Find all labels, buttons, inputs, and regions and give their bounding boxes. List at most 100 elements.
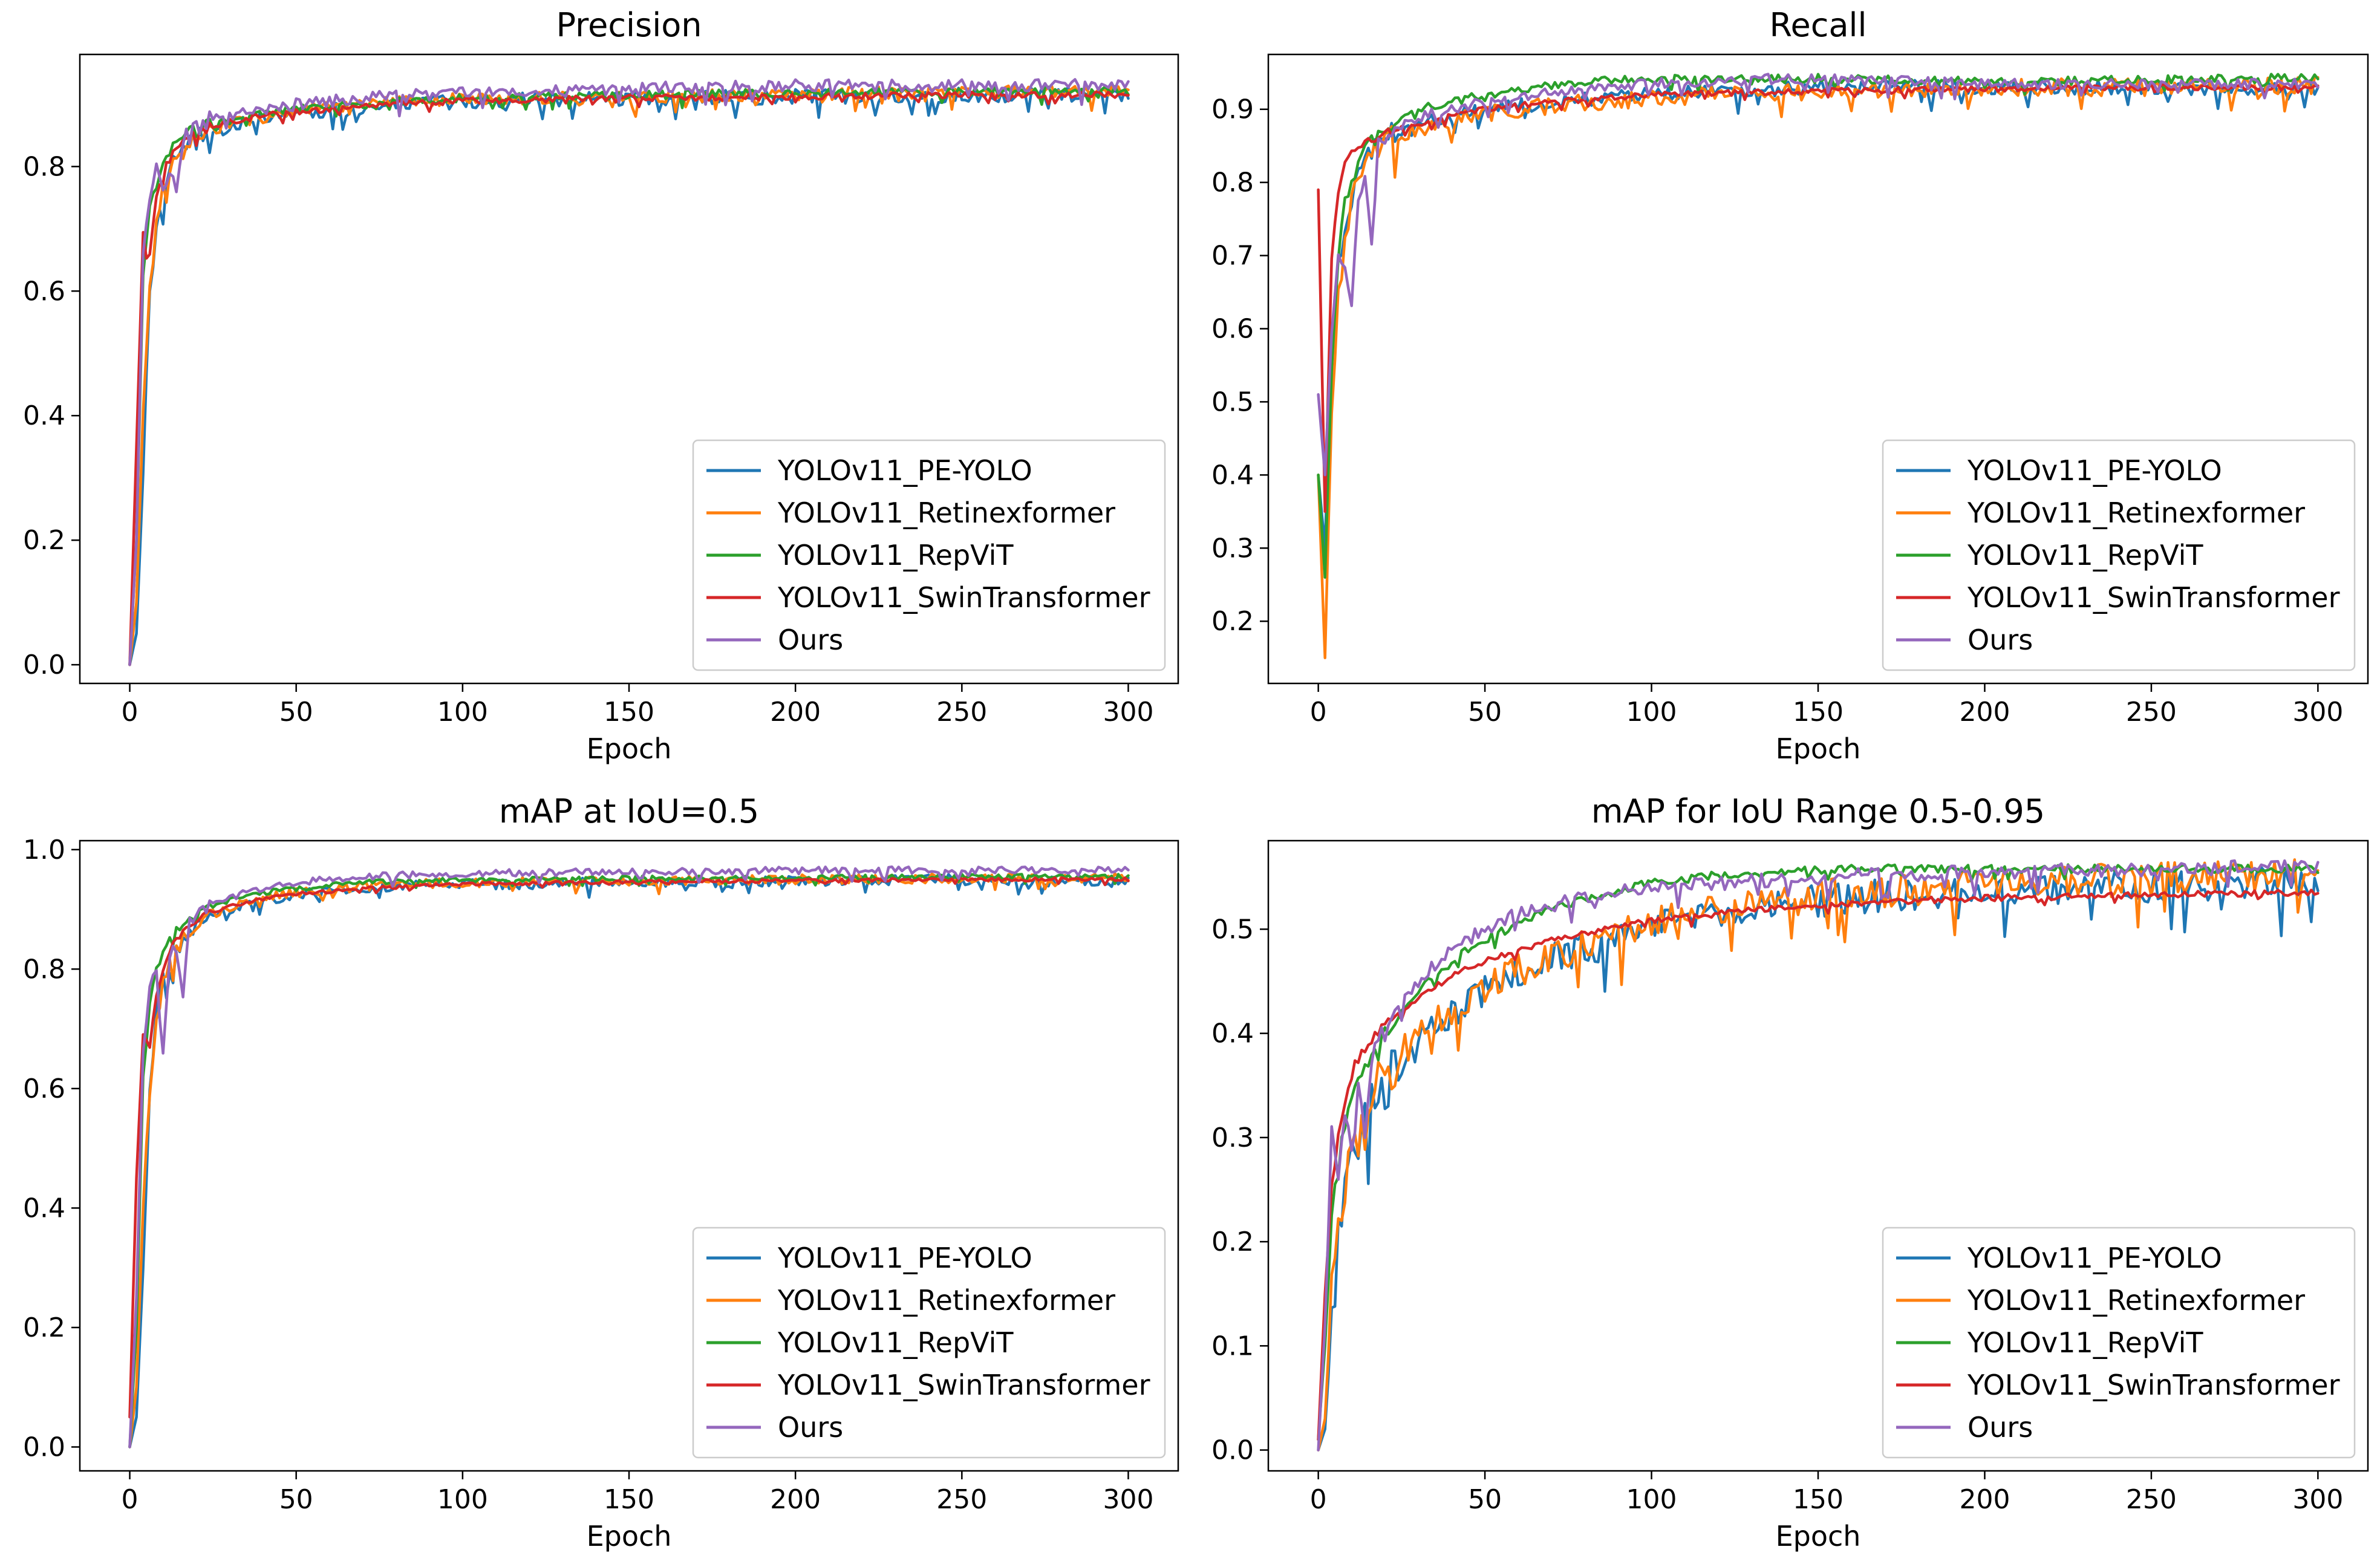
x-tick-label: 0 <box>122 1484 139 1515</box>
legend-box <box>692 439 1166 671</box>
series-line-ours <box>128 865 1130 1448</box>
y-tick-label: 0.4 <box>23 400 65 431</box>
legend-label: YOLOv11_SwinTransformer <box>1967 581 2340 614</box>
y-tick-label: 0.7 <box>1211 241 1254 272</box>
y-tick-label: 0.4 <box>1211 460 1254 490</box>
legend-label: YOLOv11_SwinTransformer <box>1967 1369 2340 1401</box>
x-tick-label: 50 <box>1468 697 1502 728</box>
x-tick-label: 250 <box>936 697 987 728</box>
legend-label: YOLOv11_PE-YOLO <box>777 454 1032 487</box>
x-tick-label: 50 <box>1468 1484 1502 1515</box>
y-tick-label: 0.3 <box>1211 1122 1254 1153</box>
series-line-ours <box>128 78 1130 666</box>
y-tick-label: 0.4 <box>1211 1018 1254 1049</box>
y-tick-label: 0.5 <box>1211 386 1254 417</box>
x-tick-label: 50 <box>279 697 313 728</box>
legend-label: Ours <box>778 624 843 656</box>
y-tick-label: 0.1 <box>1211 1331 1254 1361</box>
x-tick-label: 250 <box>2126 697 2177 728</box>
x-tick-label: 300 <box>1103 697 1153 728</box>
y-tick-label: 0.8 <box>23 954 65 985</box>
series-line-yolov11-repvit <box>128 873 1130 1448</box>
x-tick-label: 150 <box>604 697 654 728</box>
series-line-ours <box>1317 73 2320 477</box>
x-tick-label: 100 <box>1626 1484 1677 1515</box>
legend-label: YOLOv11_PE-YOLO <box>777 1242 1032 1274</box>
x-tick-label: 100 <box>437 697 488 728</box>
x-tick-label: 200 <box>770 697 821 728</box>
subplot-2: Recall 0 50 100 150 200 250 300 0.2 0.3 0.4 0.5 0.6 0… <box>1211 6 2369 765</box>
series-group <box>128 865 1130 1448</box>
legend-label: YOLOv11_SwinTransformer <box>777 581 1150 614</box>
x-axis-label: Epoch <box>587 732 672 765</box>
legend-label: YOLOv11_Retinexformer <box>1967 497 2305 529</box>
y-tick-label: 0.0 <box>23 650 65 680</box>
y-tick-label: 0.9 <box>1211 94 1254 125</box>
x-tick-label: 200 <box>770 1484 821 1515</box>
y-tick-label: 0.2 <box>23 1312 65 1343</box>
x-tick-label: 100 <box>437 1484 488 1515</box>
y-tick-label: 0.0 <box>1211 1435 1254 1466</box>
x-tick-label: 250 <box>936 1484 987 1515</box>
legend-box <box>1882 1227 2356 1459</box>
series-line-yolov11-repvit <box>128 85 1130 666</box>
x-axis-label: Epoch <box>587 1520 672 1553</box>
series-line-yolov11-retinexformer <box>128 872 1130 1448</box>
y-tick-label: 0.5 <box>1211 914 1254 945</box>
chart-title: Recall <box>1769 6 1867 44</box>
legend-box <box>1882 439 2356 671</box>
y-tick-label: 0.6 <box>23 1074 65 1104</box>
x-tick-label: 300 <box>1103 1484 1153 1515</box>
chart-title: Precision <box>556 6 702 44</box>
x-tick-label: 0 <box>1310 697 1327 728</box>
y-tick-label: 0.8 <box>23 151 65 182</box>
subplot-1: Precision 0 50 100 150 200 250 300 0.0 0.2 0.4 0.6 0… <box>23 6 1179 765</box>
legend-label: YOLOv11_RepViT <box>1967 539 2203 572</box>
y-tick-label: 0.3 <box>1211 533 1254 564</box>
legend: YOLOv11_PE-YOLO YOLOv11_Retinexformer YOLO… <box>692 1227 1166 1459</box>
y-tick-label: 0.8 <box>1211 168 1254 198</box>
series-line-yolov11-swintransformer <box>128 876 1130 1419</box>
series-group <box>1317 858 2320 1452</box>
y-tick-label: 0.4 <box>23 1193 65 1224</box>
y-tick-label: 0.6 <box>23 276 65 307</box>
x-axis-label: Epoch <box>1776 732 1861 765</box>
x-tick-label: 300 <box>2292 697 2343 728</box>
series-line-yolov11-repvit <box>1317 863 2320 1441</box>
legend-label: YOLOv11_SwinTransformer <box>777 1369 1150 1401</box>
legend-label: YOLOv11_Retinexformer <box>777 497 1115 529</box>
y-tick-label: 0.2 <box>23 525 65 556</box>
legend-label: Ours <box>778 1411 843 1444</box>
subplot-3: mAP at IoU=0.5 0 50 100 150 200 250 300 0.0 0.2 0.… <box>23 792 1179 1553</box>
series-line-ours <box>1317 859 2320 1452</box>
legend-label: YOLOv11_RepViT <box>1967 1326 2203 1359</box>
chart-title: mAP at IoU=0.5 <box>499 792 759 830</box>
legend-label: YOLOv11_RepViT <box>777 1326 1014 1359</box>
series-line-yolov11-swintransformer <box>128 90 1130 666</box>
y-tick-label: 0.6 <box>1211 313 1254 344</box>
legend: YOLOv11_PE-YOLO YOLOv11_Retinexformer YOLO… <box>1882 1227 2356 1459</box>
x-axis-label: Epoch <box>1776 1520 1861 1553</box>
legend-label: YOLOv11_PE-YOLO <box>1967 454 2222 487</box>
legend: YOLOv11_PE-YOLO YOLOv11_Retinexformer YOLO… <box>692 439 1166 671</box>
chart-title: mAP for IoU Range 0.5-0.95 <box>1591 792 2045 830</box>
legend: YOLOv11_PE-YOLO YOLOv11_Retinexformer YOLO… <box>1882 439 2356 671</box>
legend-label: YOLOv11_RepViT <box>777 539 1014 572</box>
legend-label: YOLOv11_Retinexformer <box>777 1284 1115 1317</box>
x-tick-label: 150 <box>604 1484 654 1515</box>
x-tick-label: 100 <box>1626 697 1677 728</box>
x-tick-label: 250 <box>2126 1484 2177 1515</box>
x-tick-label: 200 <box>1959 1484 2010 1515</box>
series-line-yolov11-swintransformer <box>1317 888 2320 1441</box>
x-tick-label: 0 <box>1310 1484 1327 1515</box>
legend-label: Ours <box>1968 624 2033 656</box>
legend-label: Ours <box>1968 1411 2033 1444</box>
legend-label: YOLOv11_Retinexformer <box>1967 1284 2305 1317</box>
y-tick-label: 1.0 <box>23 835 65 865</box>
x-tick-label: 200 <box>1959 697 2010 728</box>
legend-box <box>692 1227 1166 1459</box>
y-tick-label: 0.2 <box>1211 606 1254 637</box>
x-tick-label: 300 <box>2292 1484 2343 1515</box>
subplot-4: mAP for IoU Range 0.5-0.95 0 50 100 150 200 25… <box>1211 792 2369 1553</box>
